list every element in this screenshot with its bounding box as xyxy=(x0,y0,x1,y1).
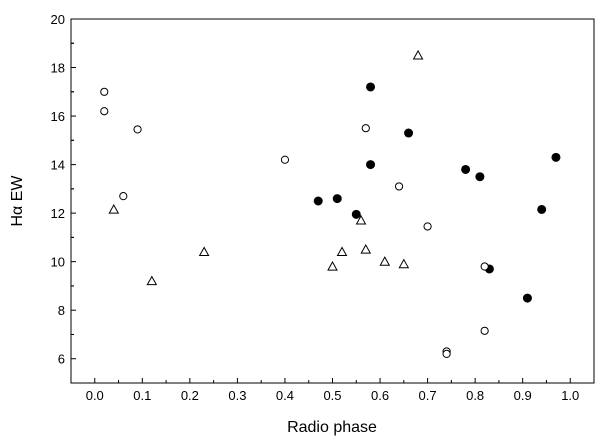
data-point-open-circle xyxy=(100,107,109,116)
x-tick-label: 0.9 xyxy=(514,388,532,403)
x-tick-label: 0.4 xyxy=(276,388,294,403)
data-point-open-circle xyxy=(361,124,370,133)
y-axis-title: Hα EW xyxy=(9,175,26,227)
x-tick-label: 1.0 xyxy=(561,388,579,403)
data-point-open-circle xyxy=(423,222,432,231)
x-axis: 0.0 0.1 0.2 0.3 0.4 0.5 0.6 0.7 0.8 0.9 1.0 xyxy=(70,378,595,403)
x-tick-label: 0.5 xyxy=(323,388,341,403)
x-tick-label: 0.1 xyxy=(133,388,151,403)
data-point-open-circle xyxy=(100,87,109,96)
data-point-open-circle xyxy=(133,125,142,134)
y-tick-label: 20 xyxy=(51,12,65,27)
data-point-filled-circle xyxy=(332,194,342,204)
x-tick-label: 0.6 xyxy=(371,388,389,403)
x-tick-label: 0.3 xyxy=(228,388,246,403)
data-point-open-triangle xyxy=(360,244,372,254)
data-point-open-triangle xyxy=(355,214,367,225)
data-point-filled-circle xyxy=(551,152,561,162)
y-axis: 6 8 10 12 14 16 18 20 xyxy=(51,12,76,384)
data-point-filled-circle xyxy=(522,293,532,303)
y-tick-label: 18 xyxy=(51,61,65,76)
data-point-open-triangle xyxy=(108,203,120,214)
data-point-open-circle xyxy=(442,349,451,358)
data-point-open-circle xyxy=(480,326,489,335)
x-tick-label: 0.2 xyxy=(181,388,199,403)
data-point-open-triangle xyxy=(398,258,410,269)
y-tick-label: 8 xyxy=(58,303,65,318)
data-point-open-circle xyxy=(480,262,489,271)
y-tick-label: 10 xyxy=(51,255,65,270)
data-point-open-circle xyxy=(119,192,128,201)
data-point-open-triangle xyxy=(379,256,391,266)
data-points xyxy=(100,49,561,358)
y-tick-label: 14 xyxy=(51,158,65,173)
data-point-open-triangle xyxy=(327,260,338,271)
data-point-open-triangle xyxy=(336,246,348,257)
data-point-filled-circle xyxy=(366,82,376,92)
data-point-filled-circle xyxy=(537,204,547,214)
data-point-open-circle xyxy=(394,182,404,191)
x-tick-label: 0.0 xyxy=(86,388,104,403)
y-tick-label: 12 xyxy=(51,206,65,221)
y-tick-label: 6 xyxy=(58,352,65,367)
x-tick-label: 0.8 xyxy=(466,388,484,403)
data-point-open-triangle xyxy=(198,246,210,257)
data-point-filled-circle xyxy=(313,196,323,206)
y-tick-label: 16 xyxy=(51,109,65,124)
x-tick-label: 0.7 xyxy=(419,388,437,403)
data-point-open-circle xyxy=(280,155,290,164)
data-point-filled-circle xyxy=(404,128,414,138)
data-point-open-triangle xyxy=(412,49,424,60)
x-axis-title: Radio phase xyxy=(287,419,377,436)
plot-frame xyxy=(70,18,595,384)
data-point-filled-circle xyxy=(351,209,361,219)
data-point-filled-circle xyxy=(461,164,471,174)
data-point-filled-circle xyxy=(366,160,376,170)
data-point-open-triangle xyxy=(146,275,158,286)
data-point-filled-circle xyxy=(475,172,485,182)
